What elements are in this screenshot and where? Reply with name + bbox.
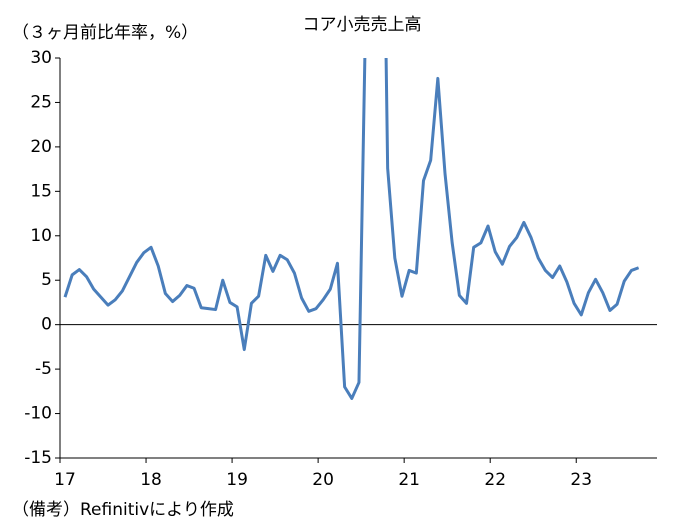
y-axis-label: （３ヶ月前比年率，%） [12,23,198,43]
x-tick-label: 19 [226,470,248,490]
x-tick-label: 17 [54,470,76,490]
y-tick-label: 25 [30,92,52,112]
y-tick-label: 10 [30,226,52,246]
x-tick-label: 23 [570,470,592,490]
y-tick-label: 15 [30,181,52,201]
y-tick-label: -10 [24,404,52,424]
y-tick-label: 20 [30,137,52,157]
chart-title: コア小売売上高 [303,15,422,35]
x-tick-label: 21 [398,470,420,490]
y-tick-label: -5 [35,359,52,379]
x-tick-label: 22 [484,470,506,490]
note: （備考）Refinitivにより作成 [12,500,234,520]
y-tick-label: 0 [41,315,52,335]
x-tick-label: 18 [140,470,162,490]
y-tick-label: 30 [30,48,52,68]
x-tick-label: 20 [312,470,334,490]
y-tick-label: -15 [24,448,52,468]
y-tick-label: 5 [41,270,52,290]
data-line [63,58,640,400]
